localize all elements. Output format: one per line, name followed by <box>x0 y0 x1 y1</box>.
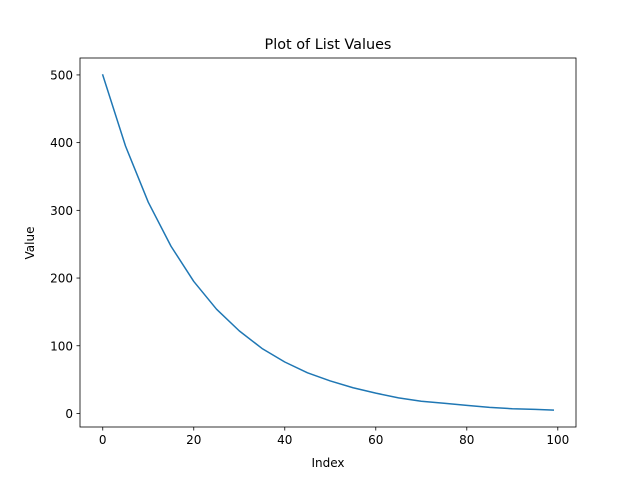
series-line-0 <box>101 73 555 411</box>
y-tick-label: 500 <box>50 68 73 82</box>
x-tick-label: 60 <box>368 433 383 447</box>
chart-title: Plot of List Values <box>265 37 392 53</box>
y-tick-label: 100 <box>50 339 73 353</box>
x-tick-label: 40 <box>277 433 292 447</box>
y-tick-label: 200 <box>50 272 73 286</box>
plot-area: 0 20 40 60 80 100 0 100 200 300 400 500 <box>50 57 577 447</box>
y-tick-label: 300 <box>50 204 73 218</box>
x-tick-label: 80 <box>459 433 474 447</box>
y-tick-label: 0 <box>65 407 73 421</box>
y-axis-label: Value <box>23 227 37 260</box>
plot-frame <box>79 57 577 428</box>
x-tick-label: 20 <box>186 433 201 447</box>
x-tick-label: 100 <box>546 433 569 447</box>
y-tick-label: 400 <box>50 136 73 150</box>
x-axis-label: Index <box>311 456 344 470</box>
x-tick-label: 0 <box>99 433 107 447</box>
